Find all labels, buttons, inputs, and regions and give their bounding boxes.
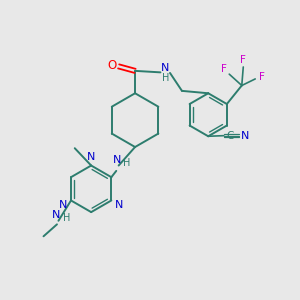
Text: N: N [52,210,60,220]
Text: N: N [241,131,249,141]
Text: C: C [226,131,233,141]
Text: H: H [162,73,169,83]
Text: F: F [259,71,265,82]
Text: H: H [123,158,131,167]
Text: N: N [59,200,68,210]
Text: H: H [62,213,70,223]
Text: F: F [240,55,246,64]
Text: N: N [113,154,121,165]
Text: N: N [115,200,123,210]
Text: O: O [107,59,117,72]
Text: N: N [161,63,170,73]
Text: N: N [87,152,95,162]
Text: F: F [221,64,227,74]
